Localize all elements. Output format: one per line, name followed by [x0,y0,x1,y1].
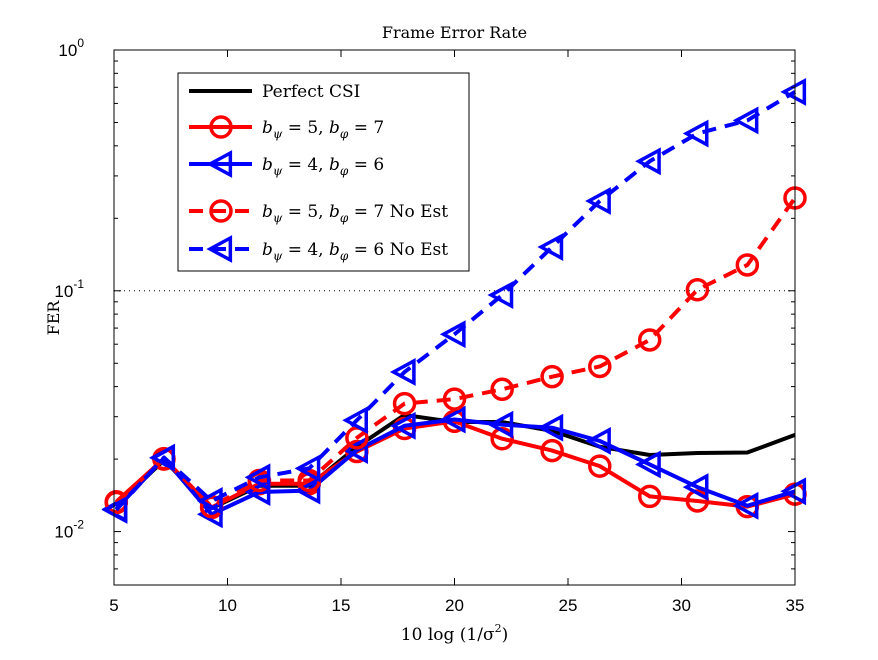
series-5 [101,77,807,524]
data-point-marker [637,484,662,509]
data-point-marker [540,438,564,463]
data-point-marker [735,253,760,277]
data-point-marker [389,411,416,440]
data-point-marker [540,364,564,389]
data-point-marker [588,354,612,379]
legend-marker [206,150,233,178]
legend-label: bψ = 4, bφ = 6 No Est [262,240,448,263]
data-point-marker [487,410,514,439]
data-point-marker [342,406,368,435]
data-point-marker [490,377,514,402]
data-point-marker [196,500,223,529]
data-point-marker [685,277,710,302]
y-tick-label: 10-2 [54,518,84,542]
series-layer [101,77,807,529]
data-point-marker [101,495,128,524]
legend-item: bψ = 5, bφ = 7 [189,115,384,141]
legend-label: bψ = 5, bφ = 7 No Est [262,202,448,225]
y-axis-label: FER [44,300,63,336]
data-point-marker [637,328,662,352]
legend-marker [209,199,233,223]
data-point-marker [780,77,807,106]
y-tick-label: 10-1 [54,277,84,301]
x-tick-label: 20 [445,596,464,615]
series-line [114,417,796,517]
legend-label: bψ = 5, bφ = 7 [262,118,384,141]
legend-item: bψ = 4, bφ = 6 No Est [189,235,448,263]
x-tick-label: 35 [786,596,805,615]
data-point-marker [244,463,271,492]
data-point-marker [635,450,661,479]
legend-item: Perfect CSI [189,82,360,102]
data-point-marker [149,443,176,472]
x-tick-label: 15 [332,596,351,615]
legend-label: bψ = 4, bφ = 6 [262,155,384,178]
data-point-marker [588,454,612,478]
data-point-marker [294,476,321,505]
data-point-marker [685,489,710,513]
x-tick-label: 25 [559,596,578,615]
x-tick-label: 30 [672,596,691,615]
data-point-marker [635,147,661,176]
data-point-marker [439,405,466,434]
x-tick-label: 5 [109,596,118,615]
x-axis-label: 10 log (1/σ2) [401,622,508,645]
legend-marker [209,115,233,139]
legend: Perfect CSI bψ = 5, bφ = 7 bψ = 4, bφ = 6 b… [177,72,470,272]
data-point-marker [537,233,564,261]
data-point-marker [682,473,709,502]
data-point-marker [585,426,611,455]
ticks-layer: 5 10 15 20 25 30 35 10-2 10-1 100 [54,36,804,615]
data-point-marker [537,413,564,442]
series-line [114,196,797,509]
series-line [114,90,797,512]
data-point-marker [389,358,416,386]
data-point-marker [585,187,611,215]
x-tick-label: 10 [218,596,237,615]
data-point-marker [487,281,514,309]
data-point-marker [442,387,467,411]
legend-label: Perfect CSI [262,82,360,102]
data-point-marker [682,119,709,148]
data-point-marker [294,454,321,483]
chart-title: Frame Error Rate [382,23,527,42]
legend-item: bψ = 5, bφ = 7 No Est [189,199,448,225]
data-point-marker [780,477,807,506]
data-point-marker [732,106,759,135]
data-point-marker [244,478,271,506]
data-point-marker [342,436,368,465]
data-point-marker [392,391,417,416]
y-tick-label: 100 [58,36,84,60]
legend-item: bψ = 4, bφ = 6 [189,150,384,178]
data-point-marker [732,491,759,520]
data-point-marker [196,487,223,515]
legend-marker [206,235,233,263]
data-point-marker [439,320,466,349]
